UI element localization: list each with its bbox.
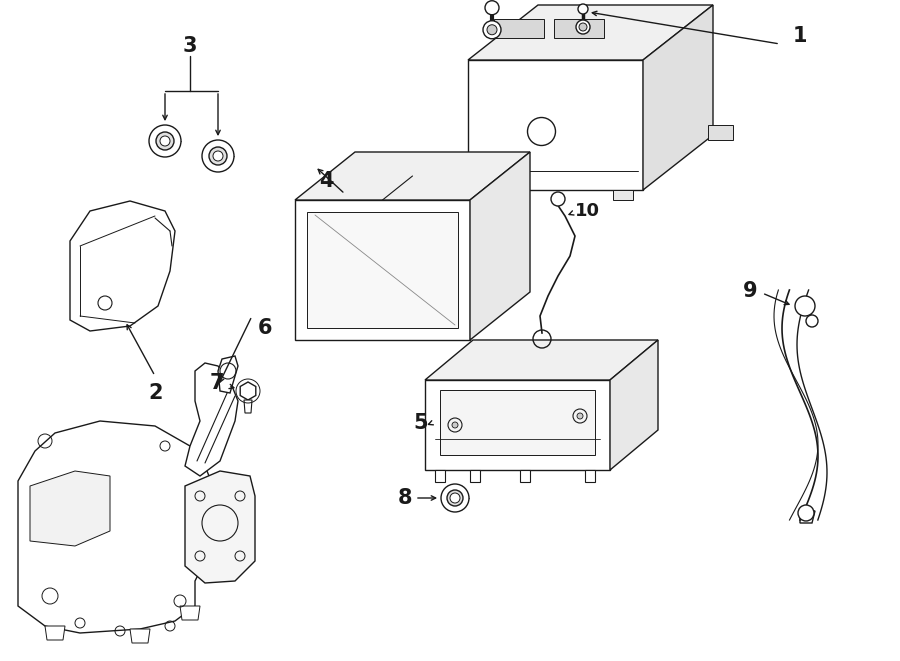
- Polygon shape: [244, 400, 252, 413]
- Polygon shape: [295, 152, 530, 200]
- Circle shape: [156, 132, 174, 150]
- Circle shape: [551, 192, 565, 206]
- Polygon shape: [240, 382, 256, 400]
- Circle shape: [149, 125, 181, 157]
- Text: 6: 6: [258, 318, 273, 338]
- Polygon shape: [180, 606, 200, 620]
- Polygon shape: [295, 200, 470, 340]
- Circle shape: [209, 147, 227, 165]
- Circle shape: [213, 151, 223, 161]
- Circle shape: [485, 1, 499, 15]
- Circle shape: [447, 490, 463, 506]
- Polygon shape: [494, 19, 544, 38]
- Text: 1: 1: [793, 26, 807, 46]
- Text: 10: 10: [575, 202, 600, 220]
- Polygon shape: [800, 509, 815, 523]
- Circle shape: [798, 505, 814, 521]
- Circle shape: [483, 20, 501, 39]
- Polygon shape: [613, 190, 633, 200]
- Circle shape: [806, 315, 818, 327]
- Polygon shape: [440, 390, 595, 455]
- Polygon shape: [425, 340, 658, 380]
- Text: 8: 8: [398, 488, 412, 508]
- Polygon shape: [185, 363, 238, 476]
- Polygon shape: [425, 380, 610, 470]
- Text: 5: 5: [413, 413, 428, 433]
- Text: 9: 9: [743, 281, 758, 301]
- Polygon shape: [307, 212, 458, 328]
- Circle shape: [795, 296, 815, 316]
- Circle shape: [160, 136, 170, 146]
- Circle shape: [577, 413, 583, 419]
- Text: 2: 2: [148, 383, 163, 403]
- Polygon shape: [643, 5, 713, 190]
- Circle shape: [450, 493, 460, 503]
- Circle shape: [579, 23, 587, 31]
- Circle shape: [578, 4, 588, 14]
- Circle shape: [202, 140, 234, 172]
- Polygon shape: [468, 60, 643, 190]
- Polygon shape: [585, 470, 595, 482]
- Text: 3: 3: [183, 36, 197, 56]
- Circle shape: [487, 24, 497, 35]
- Circle shape: [452, 422, 458, 428]
- Polygon shape: [18, 421, 220, 633]
- Polygon shape: [45, 626, 65, 640]
- Circle shape: [441, 484, 469, 512]
- Text: 7: 7: [210, 373, 224, 393]
- Polygon shape: [435, 470, 445, 482]
- Polygon shape: [185, 471, 255, 583]
- Polygon shape: [610, 340, 658, 470]
- Polygon shape: [708, 125, 733, 140]
- Polygon shape: [218, 356, 238, 393]
- Polygon shape: [483, 190, 503, 200]
- Polygon shape: [470, 470, 480, 482]
- Polygon shape: [470, 152, 530, 340]
- Text: 4: 4: [320, 171, 334, 191]
- Polygon shape: [30, 471, 110, 546]
- Circle shape: [576, 20, 590, 34]
- Polygon shape: [554, 19, 604, 38]
- Polygon shape: [70, 201, 175, 331]
- Polygon shape: [468, 5, 713, 60]
- Polygon shape: [130, 629, 150, 643]
- Polygon shape: [520, 470, 530, 482]
